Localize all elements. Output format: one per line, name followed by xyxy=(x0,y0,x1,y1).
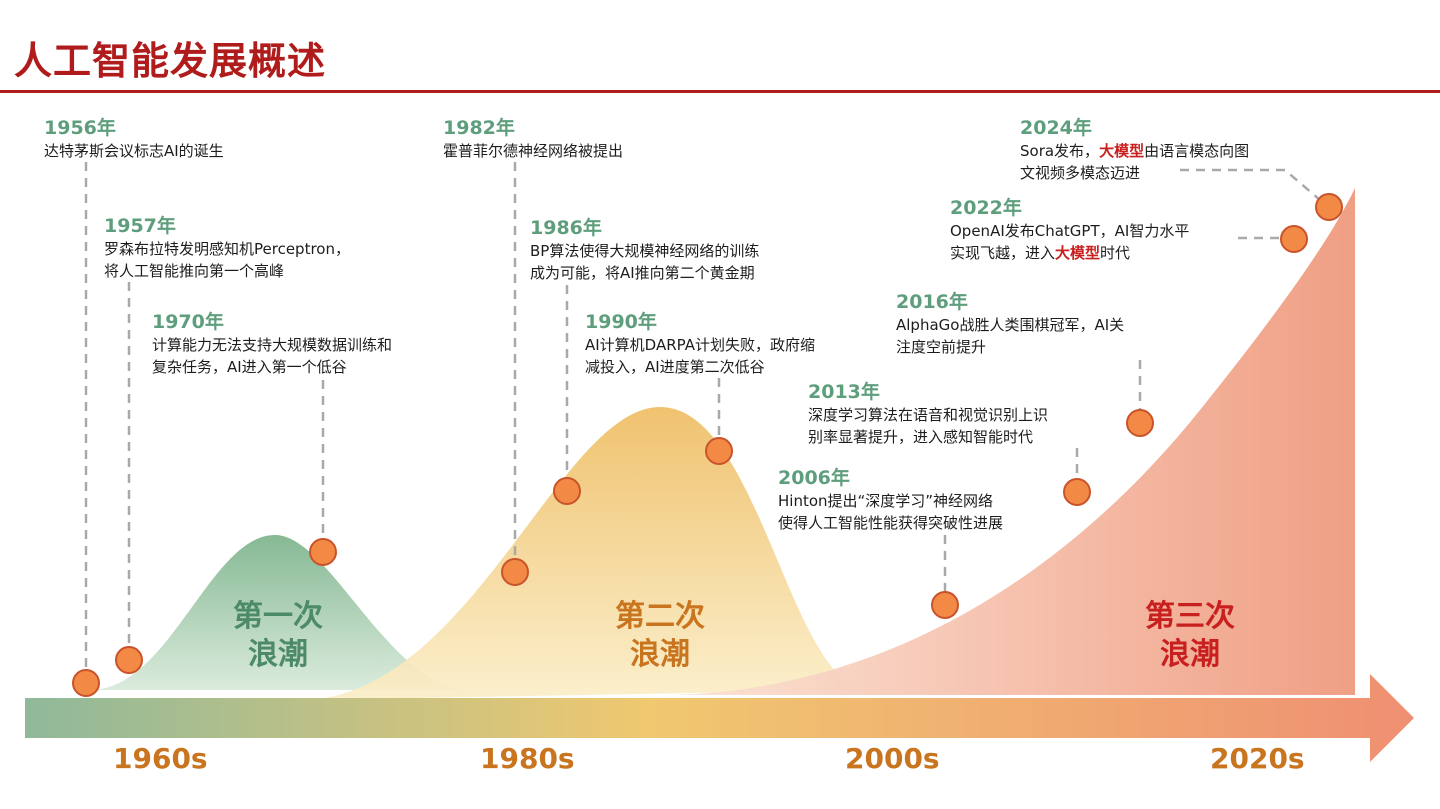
event-1970: 1970年 计算能力无法支持大规模数据训练和 复杂任务，AI进入第一个低谷 xyxy=(152,310,392,378)
wave-2-area xyxy=(300,407,870,700)
event-2016: 2016年 AlphaGo战胜人类围棋冠军，AI关 注度空前提升 xyxy=(896,290,1124,358)
event-2022: 2022年 OpenAI发布ChatGPT，AI智力水平 实现飞越，进入大模型时… xyxy=(950,196,1189,264)
highlight-large-model: 大模型 xyxy=(1055,244,1101,262)
event-1957: 1957年 罗森布拉特发明感知机Perceptron， 将人工智能推向第一个高峰 xyxy=(104,214,350,282)
event-year: 2006年 xyxy=(778,467,850,489)
wave-1-label: 第一次 浪潮 xyxy=(233,599,323,672)
wave-2-label: 第二次 浪潮 xyxy=(615,599,705,672)
timeline-axis xyxy=(25,674,1414,762)
event-desc: BP算法使得大规模神经网络的训练 成为可能，将AI推向第二个黄金期 xyxy=(530,242,760,282)
wave-3-area xyxy=(670,188,1355,695)
event-desc-part: 时代 xyxy=(1100,244,1131,262)
marker-1990 xyxy=(705,437,733,465)
event-year: 1990年 xyxy=(585,311,657,333)
decade-label-2000s: 2000s xyxy=(845,742,940,775)
decade-label-1980s: 1980s xyxy=(480,742,575,775)
event-desc: Sora发布，大模型由语言模态向图 文视频多模态迈进 xyxy=(1020,140,1249,184)
marker-2006 xyxy=(931,591,959,619)
page-title: 人工智能发展概述 xyxy=(14,39,327,83)
event-year: 2016年 xyxy=(896,291,968,313)
event-desc-part: 由语言模态向图 文视频多模态迈进 xyxy=(1020,142,1250,182)
event-desc-part: OpenAI发布ChatGPT，AI智力水平 实现飞越，进入 xyxy=(950,222,1190,262)
leader-2024 xyxy=(1180,168,1328,207)
event-year: 1957年 xyxy=(104,215,176,237)
event-desc-part: Sora发布， xyxy=(1020,142,1100,160)
event-1956: 1956年 达特茅斯会议标志AI的诞生 xyxy=(44,116,224,162)
event-desc: AI计算机DARPA计划失败，政府缩 减投入，AI进度第二次低谷 xyxy=(585,336,816,376)
marker-1986 xyxy=(553,477,581,505)
event-year: 1982年 xyxy=(443,117,515,139)
event-desc: 深度学习算法在语音和视觉识别上识 别率显著提升，进入感知智能时代 xyxy=(808,406,1049,446)
decade-label-1960s: 1960s xyxy=(113,742,208,775)
event-year: 2013年 xyxy=(808,381,880,403)
marker-1982 xyxy=(501,558,529,586)
event-2024: 2024年 Sora发布，大模型由语言模态向图 文视频多模态迈进 xyxy=(1020,116,1249,184)
event-year: 1970年 xyxy=(152,311,224,333)
event-desc: 达特茅斯会议标志AI的诞生 xyxy=(44,142,224,160)
wave-1-area xyxy=(90,535,470,690)
event-year: 2022年 xyxy=(950,197,1022,219)
marker-1957 xyxy=(115,646,143,674)
event-year: 2024年 xyxy=(1020,117,1092,139)
wave-3-label: 第三次 浪潮 xyxy=(1145,599,1235,672)
marker-1970 xyxy=(309,538,337,566)
marker-2013 xyxy=(1063,478,1091,506)
event-2013: 2013年 深度学习算法在语音和视觉识别上识 别率显著提升，进入感知智能时代 xyxy=(808,380,1048,448)
title-divider xyxy=(0,90,1440,93)
marker-2016 xyxy=(1126,409,1154,437)
event-year: 1986年 xyxy=(530,217,602,239)
event-desc: Hinton提出“深度学习”神经网络 使得人工智能性能获得突破性进展 xyxy=(778,492,1004,532)
event-1982: 1982年 霍普菲尔德神经网络被提出 xyxy=(443,116,623,162)
event-desc: 计算能力无法支持大规模数据训练和 复杂任务，AI进入第一个低谷 xyxy=(152,336,393,376)
marker-2024 xyxy=(1315,193,1343,221)
decade-label-2020s: 2020s xyxy=(1210,742,1305,775)
event-desc: 罗森布拉特发明感知机Perceptron， 将人工智能推向第一个高峰 xyxy=(104,240,350,280)
event-year: 1956年 xyxy=(44,117,116,139)
highlight-large-model: 大模型 xyxy=(1099,142,1145,160)
marker-1956 xyxy=(72,669,100,697)
event-desc: AlphaGo战胜人类围棋冠军，AI关 注度空前提升 xyxy=(896,316,1125,356)
event-1990: 1990年 AI计算机DARPA计划失败，政府缩 减投入，AI进度第二次低谷 xyxy=(585,310,815,378)
event-desc: 霍普菲尔德神经网络被提出 xyxy=(443,142,624,160)
event-1986: 1986年 BP算法使得大规模神经网络的训练 成为可能，将AI推向第二个黄金期 xyxy=(530,216,759,284)
marker-2022 xyxy=(1280,225,1308,253)
event-2006: 2006年 Hinton提出“深度学习”神经网络 使得人工智能性能获得突破性进展 xyxy=(778,466,1003,534)
event-desc: OpenAI发布ChatGPT，AI智力水平 实现飞越，进入大模型时代 xyxy=(950,220,1189,264)
